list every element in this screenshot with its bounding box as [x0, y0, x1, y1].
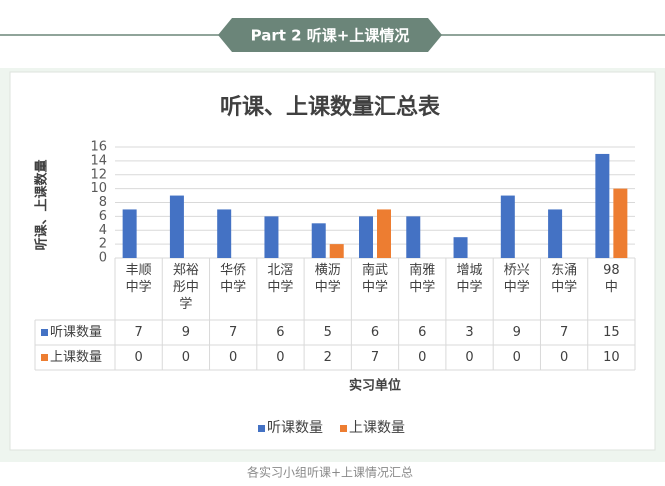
x-tick-text: 南雅中学	[409, 263, 436, 295]
x-tick-text: 华侨中学	[220, 263, 247, 295]
y-tick-label: 16	[90, 140, 107, 155]
x-tick-label: 东涌中学	[540, 262, 587, 296]
x-tick-label: 横沥中学	[304, 262, 351, 296]
x-tick-label: 增城中学	[446, 262, 493, 296]
table-value: 0	[181, 350, 191, 365]
table-row-header: 听课数量	[50, 325, 103, 340]
table-value: 6	[276, 325, 285, 340]
table-legend-key	[41, 329, 48, 336]
table-value: 7	[559, 325, 569, 340]
y-axis-label: 听课、上课数量	[34, 159, 50, 250]
legend-label: 听课数量	[267, 420, 323, 436]
legend-key	[340, 425, 347, 432]
bar	[595, 153, 610, 258]
x-tick-text: 郑裕彤中学	[172, 263, 199, 312]
bar	[613, 188, 628, 258]
x-tick-text: 北滘中学	[267, 263, 294, 295]
bar	[329, 244, 344, 258]
x-tick-label: 南武中学	[351, 262, 398, 296]
y-tick-label: 0	[99, 251, 107, 266]
y-tick-label: 4	[99, 223, 107, 238]
chart-box	[9, 71, 656, 451]
bar	[377, 209, 391, 258]
table-value: 0	[276, 350, 285, 365]
y-tick-label: 6	[99, 209, 107, 224]
table-value: 7	[229, 325, 238, 340]
table-value: 7	[134, 325, 143, 340]
table-value: 7	[370, 350, 380, 365]
x-tick-text: 桥兴中学	[503, 263, 530, 295]
x-tick-text: 98中	[603, 263, 620, 295]
table-value: 0	[512, 350, 521, 365]
bar	[311, 223, 326, 258]
bar	[548, 209, 563, 258]
table-value: 0	[229, 350, 238, 365]
legend-label: 上课数量	[349, 420, 405, 436]
bar	[122, 209, 137, 258]
table-value: 6	[418, 325, 427, 340]
x-tick-label: 桥兴中学	[493, 262, 540, 296]
x-tick-text: 丰顺中学	[125, 263, 152, 295]
x-tick-label: 华侨中学	[210, 262, 257, 296]
table-row-header: 上课数量	[50, 350, 103, 365]
x-tick-text: 东涌中学	[551, 263, 578, 295]
table-value: 9	[512, 325, 521, 340]
table-value: 0	[559, 350, 569, 365]
x-tick-text: 横沥中学	[314, 263, 341, 295]
bar	[359, 216, 373, 258]
table-value: 5	[323, 325, 332, 340]
banner-title: Part 2 听课+上课情况	[251, 27, 410, 45]
y-tick-label: 8	[99, 195, 107, 210]
table-value: 9	[181, 325, 191, 340]
x-tick-text: 增城中学	[456, 263, 483, 295]
x-tick-text: 南武中学	[361, 263, 388, 295]
x-tick-label: 北滘中学	[257, 262, 304, 296]
table-value: 0	[134, 350, 143, 365]
table-value: 6	[370, 325, 380, 340]
bar	[264, 216, 279, 258]
x-axis-label: 实习单位	[349, 378, 401, 394]
table-value: 0	[465, 350, 474, 365]
bar	[453, 237, 468, 258]
bar	[500, 195, 515, 258]
caption: 各实习小组听课+上课情况汇总	[247, 465, 413, 480]
y-tick-label: 10	[90, 181, 107, 196]
x-tick-label: 郑裕彤中学	[162, 262, 209, 313]
bar	[217, 209, 232, 258]
bar	[406, 216, 421, 258]
banner	[218, 18, 442, 52]
y-tick-label: 2	[99, 237, 107, 252]
x-tick-label: 南雅中学	[399, 262, 446, 296]
table-value: 3	[465, 325, 474, 340]
table-legend-key	[41, 354, 48, 361]
table-value: 0	[418, 350, 427, 365]
x-tick-label: 丰顺中学	[115, 262, 162, 296]
bar	[169, 195, 184, 258]
y-tick-label: 14	[90, 153, 107, 168]
y-tick-label: 12	[90, 167, 107, 182]
table-value: 10	[603, 350, 620, 365]
table-value: 15	[603, 325, 620, 340]
chart-title: 听课、上课数量汇总表	[220, 94, 441, 120]
legend-key	[258, 425, 265, 432]
table-value: 2	[323, 350, 332, 365]
x-tick-label: 98中	[588, 262, 635, 296]
